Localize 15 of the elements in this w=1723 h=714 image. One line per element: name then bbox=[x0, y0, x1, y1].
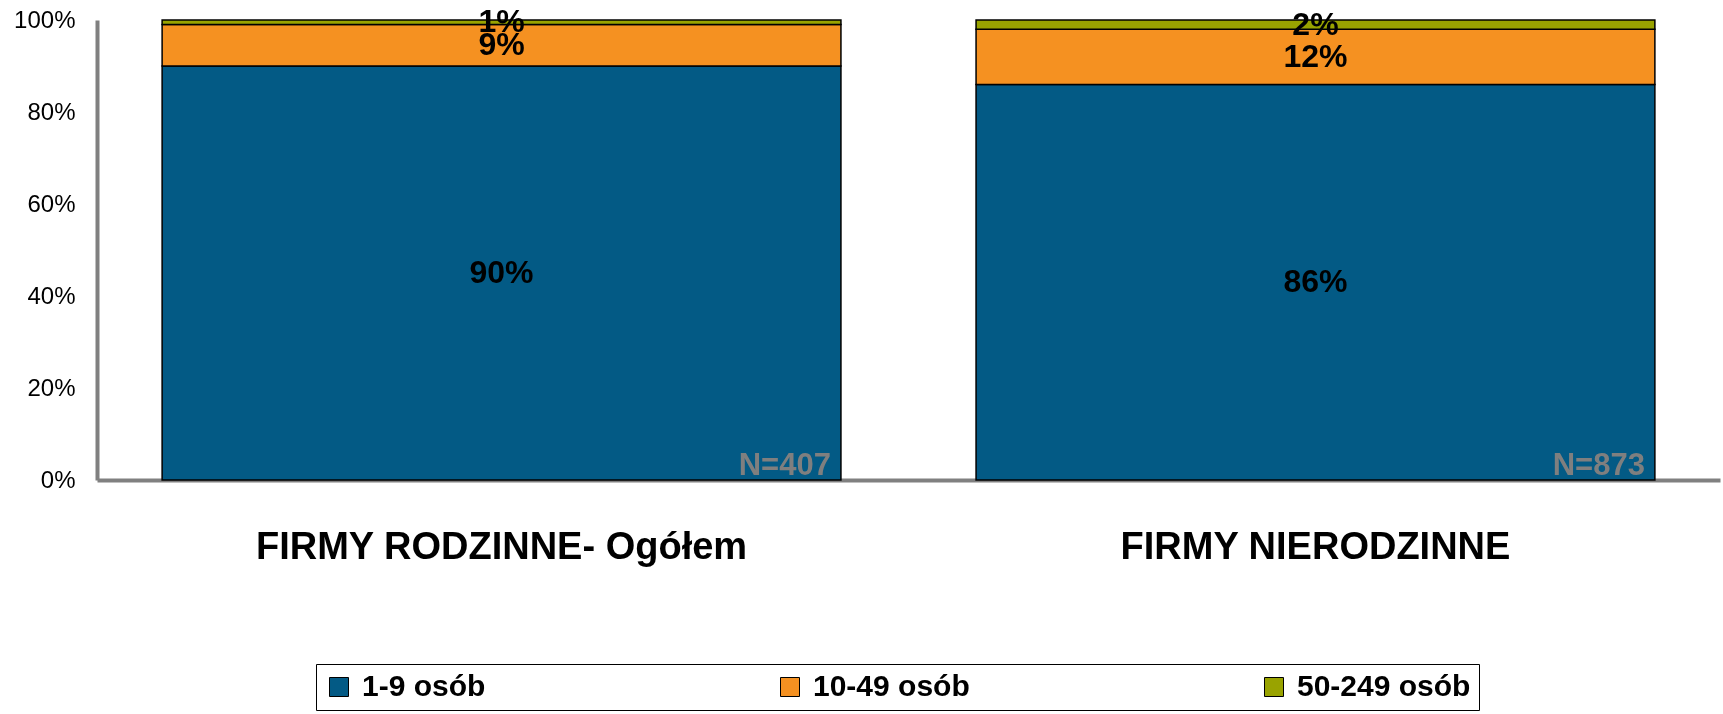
x-tick-label: FIRMY RODZINNE- Ogółem bbox=[255, 524, 748, 567]
x-tick-label: FIRMY NIERODZINNE bbox=[1120, 524, 1511, 567]
legend-label: 1-9 osób bbox=[362, 669, 486, 702]
y-tick-label: 0% bbox=[40, 465, 76, 493]
annotation: N=873 bbox=[1552, 447, 1645, 482]
y-tick-label: 40% bbox=[27, 281, 76, 309]
annotation: N=407 bbox=[738, 447, 831, 482]
y-tick-label: 100% bbox=[14, 5, 76, 33]
data-label: 86% bbox=[1283, 263, 1348, 300]
y-tick-label: 20% bbox=[27, 373, 76, 401]
data-label: 90% bbox=[469, 254, 534, 290]
legend-label: 10-49 osób bbox=[813, 669, 970, 702]
y-tick-label: 80% bbox=[27, 97, 76, 125]
legend-label: 50-249 osób bbox=[1297, 669, 1471, 702]
y-tick-label: 60% bbox=[27, 189, 76, 217]
